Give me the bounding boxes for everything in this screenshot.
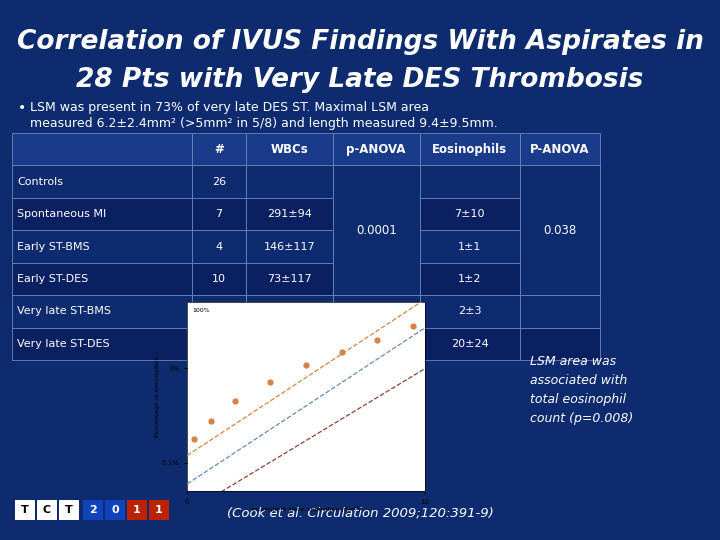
- Text: 100%: 100%: [192, 308, 210, 313]
- Text: T: T: [21, 505, 29, 515]
- Text: WBCs: WBCs: [271, 143, 308, 156]
- Bar: [520, 165, 600, 295]
- Bar: [192, 263, 246, 295]
- Text: Correlation of IVUS Findings With Aspirates in: Correlation of IVUS Findings With Aspira…: [17, 29, 703, 55]
- Bar: [12, 198, 192, 230]
- Text: Early ST-BMS: Early ST-BMS: [17, 241, 89, 252]
- Bar: [420, 328, 520, 360]
- Bar: [192, 328, 246, 360]
- Text: measured 6.2±2.4mm² (>5mm² in 5/8) and length measured 9.4±9.5mm.: measured 6.2±2.4mm² (>5mm² in 5/8) and l…: [30, 117, 498, 130]
- Text: 5: 5: [215, 306, 222, 316]
- Bar: [520, 328, 600, 360]
- Y-axis label: Percentage of eosinophils: Percentage of eosinophils: [156, 356, 161, 437]
- Bar: [520, 295, 600, 328]
- Bar: [105, 500, 125, 520]
- Text: 146±117: 146±117: [264, 241, 315, 252]
- Bar: [37, 500, 57, 520]
- Bar: [333, 165, 420, 295]
- Bar: [192, 198, 246, 230]
- Bar: [192, 295, 246, 328]
- Text: Spontaneous MI: Spontaneous MI: [17, 209, 107, 219]
- Bar: [333, 165, 420, 198]
- Bar: [333, 328, 420, 360]
- Text: 2±3: 2±3: [458, 306, 482, 316]
- Bar: [12, 133, 192, 165]
- X-axis label: Incomplete stent apposition (mm²): Incomplete stent apposition (mm²): [251, 507, 361, 512]
- Text: LSM area was
associated with
total eosinophil
count (p=0.008): LSM area was associated with total eosin…: [530, 355, 634, 425]
- Bar: [520, 133, 600, 165]
- Bar: [420, 263, 520, 295]
- Text: 1: 1: [155, 505, 163, 515]
- Bar: [192, 133, 246, 165]
- Text: 7±10: 7±10: [454, 209, 485, 219]
- Bar: [12, 230, 192, 263]
- Text: 1: 1: [133, 505, 141, 515]
- Bar: [246, 263, 333, 295]
- Text: 20±24: 20±24: [451, 339, 489, 349]
- Bar: [520, 263, 600, 295]
- Text: 0: 0: [111, 505, 119, 515]
- Bar: [15, 500, 35, 520]
- Text: 28 Pts with Very Late DES Thrombosis: 28 Pts with Very Late DES Thrombosis: [76, 67, 644, 93]
- Text: C: C: [43, 505, 51, 515]
- Text: #: #: [215, 143, 224, 156]
- Text: 1±2: 1±2: [458, 274, 482, 284]
- Text: LSM was present in 73% of very late DES ST. Maximal LSM area: LSM was present in 73% of very late DES …: [30, 102, 429, 114]
- Text: 26: 26: [212, 177, 226, 187]
- Bar: [246, 328, 333, 360]
- Text: P-ANOVA: P-ANOVA: [530, 143, 590, 156]
- Bar: [192, 230, 246, 263]
- Text: 84±50: 84±50: [271, 306, 308, 316]
- Text: 28: 28: [212, 339, 226, 349]
- Bar: [520, 198, 600, 230]
- Text: (Cook et al. Circulation 2009;120:391-9): (Cook et al. Circulation 2009;120:391-9): [227, 507, 493, 519]
- Bar: [59, 500, 79, 520]
- Bar: [520, 165, 600, 198]
- Bar: [246, 230, 333, 263]
- Bar: [12, 165, 192, 198]
- Text: 10: 10: [212, 274, 226, 284]
- Text: 73±117: 73±117: [267, 274, 312, 284]
- Bar: [420, 198, 520, 230]
- Text: Early ST-DES: Early ST-DES: [17, 274, 89, 284]
- Bar: [333, 295, 420, 328]
- Bar: [420, 295, 520, 328]
- Bar: [333, 263, 420, 295]
- Text: Very late ST-DES: Very late ST-DES: [17, 339, 109, 349]
- Bar: [192, 165, 246, 198]
- Bar: [149, 500, 169, 520]
- Bar: [420, 230, 520, 263]
- Bar: [12, 328, 192, 360]
- Bar: [333, 198, 420, 230]
- Text: T: T: [65, 505, 73, 515]
- Text: 0.0001: 0.0001: [356, 224, 397, 237]
- Text: Very late ST-BMS: Very late ST-BMS: [17, 306, 111, 316]
- Bar: [127, 500, 147, 520]
- Bar: [246, 295, 333, 328]
- Bar: [333, 230, 420, 263]
- Bar: [83, 500, 103, 520]
- Bar: [420, 133, 520, 165]
- Text: p-ANOVA: p-ANOVA: [346, 143, 406, 156]
- Bar: [12, 263, 192, 295]
- Text: Controls: Controls: [17, 177, 63, 187]
- Bar: [520, 230, 600, 263]
- Text: 1±1: 1±1: [458, 241, 482, 252]
- Text: 4: 4: [215, 241, 222, 252]
- Text: 0.038: 0.038: [544, 224, 577, 237]
- Bar: [246, 165, 333, 198]
- Bar: [333, 133, 420, 165]
- Bar: [12, 295, 192, 328]
- Bar: [420, 165, 520, 198]
- Text: 7: 7: [215, 209, 222, 219]
- Text: •: •: [18, 101, 26, 115]
- Text: 2: 2: [89, 505, 97, 515]
- Bar: [246, 198, 333, 230]
- Bar: [246, 133, 333, 165]
- Text: 291±94: 291±94: [267, 209, 312, 219]
- Text: 283±149: 283±149: [264, 339, 315, 349]
- Text: Eosinophils: Eosinophils: [432, 143, 508, 156]
